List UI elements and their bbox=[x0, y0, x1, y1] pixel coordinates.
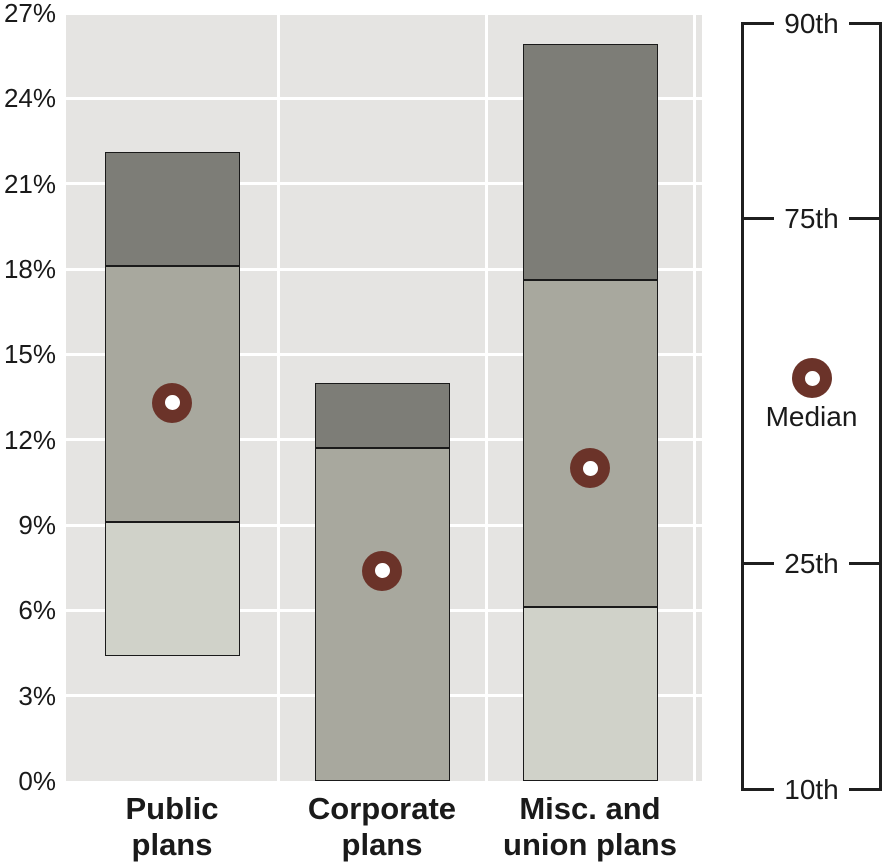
median-dot bbox=[570, 448, 610, 489]
median-dot-center bbox=[582, 460, 598, 476]
median-dot bbox=[362, 550, 402, 591]
y-tick-label: 3% bbox=[18, 680, 56, 711]
y-tick-label: 27% bbox=[3, 0, 56, 28]
legend-item-label: 10th bbox=[774, 774, 849, 805]
bar-segment-25th-75th bbox=[522, 280, 658, 608]
gridline-horizontal bbox=[66, 267, 702, 271]
median-dot-center bbox=[374, 563, 390, 578]
legend-item-label: Median bbox=[755, 401, 868, 432]
bar-segment-75th-90th bbox=[104, 152, 240, 267]
median-dot-center bbox=[164, 395, 180, 411]
x-axis-category-label: Misc. and union plans bbox=[486, 791, 694, 863]
gridline-vertical bbox=[692, 13, 696, 781]
y-tick-label: 18% bbox=[3, 254, 56, 284]
median-dot bbox=[152, 382, 192, 423]
x-axis-category-label-line: Public bbox=[125, 791, 219, 826]
bar-segment-10th-25th bbox=[522, 607, 658, 781]
legend-item-label: 90th bbox=[774, 8, 849, 39]
x-axis-category-label-line: union plans bbox=[503, 827, 677, 862]
y-tick-label: 15% bbox=[3, 339, 56, 370]
gridline-horizontal bbox=[66, 13, 702, 15]
x-axis-category-label-line: plans bbox=[131, 827, 213, 862]
y-tick-label: 9% bbox=[18, 510, 56, 540]
legend-bracket-right-line bbox=[879, 22, 882, 791]
gridline-horizontal bbox=[66, 182, 702, 186]
gridline-vertical bbox=[484, 13, 488, 781]
x-axis-category-label-line: Corporate bbox=[307, 791, 457, 826]
gridline-horizontal bbox=[66, 352, 702, 356]
plot-area bbox=[66, 13, 702, 781]
gridline-vertical bbox=[276, 13, 280, 781]
legend-item-median: Median bbox=[726, 400, 888, 434]
legend-item-10th: 10th bbox=[726, 773, 888, 807]
legend-item-label: 25th bbox=[774, 548, 849, 579]
legend-item-25th: 25th bbox=[726, 547, 888, 581]
x-axis-category-label: Public plans bbox=[68, 791, 276, 863]
x-axis-category-label-line: Misc. and bbox=[519, 791, 661, 826]
gridline-horizontal bbox=[66, 96, 702, 100]
x-axis-category-label-line: plans bbox=[341, 827, 423, 862]
median-dot-icon bbox=[792, 358, 832, 398]
y-tick-label: 12% bbox=[3, 424, 56, 455]
legend-item-90th: 90th bbox=[726, 7, 888, 41]
x-axis-category-label: Corporate plans bbox=[278, 791, 486, 863]
legend-item-label: 75th bbox=[774, 203, 849, 234]
bar-segment-25th-75th bbox=[314, 448, 450, 781]
y-tick-label: 0% bbox=[18, 766, 56, 796]
y-tick-label: 24% bbox=[3, 83, 56, 114]
y-tick-label: 6% bbox=[18, 595, 56, 626]
median-dot-center bbox=[804, 370, 820, 386]
legend-item-75th: 75th bbox=[726, 202, 888, 236]
bar-segment-75th-90th bbox=[522, 44, 658, 281]
legend-bracket-left-line bbox=[741, 22, 744, 791]
x-axis-labels: Public plans Corporate plans Misc. and union … bbox=[0, 791, 888, 864]
y-axis: 0% 3% 6% 9% 12% 15% 18% 21% 24% 27% bbox=[0, 0, 56, 864]
y-tick-label: 21% bbox=[3, 168, 56, 199]
bar-segment-10th-25th bbox=[104, 522, 240, 656]
bar-segment-75th-90th bbox=[314, 382, 450, 449]
